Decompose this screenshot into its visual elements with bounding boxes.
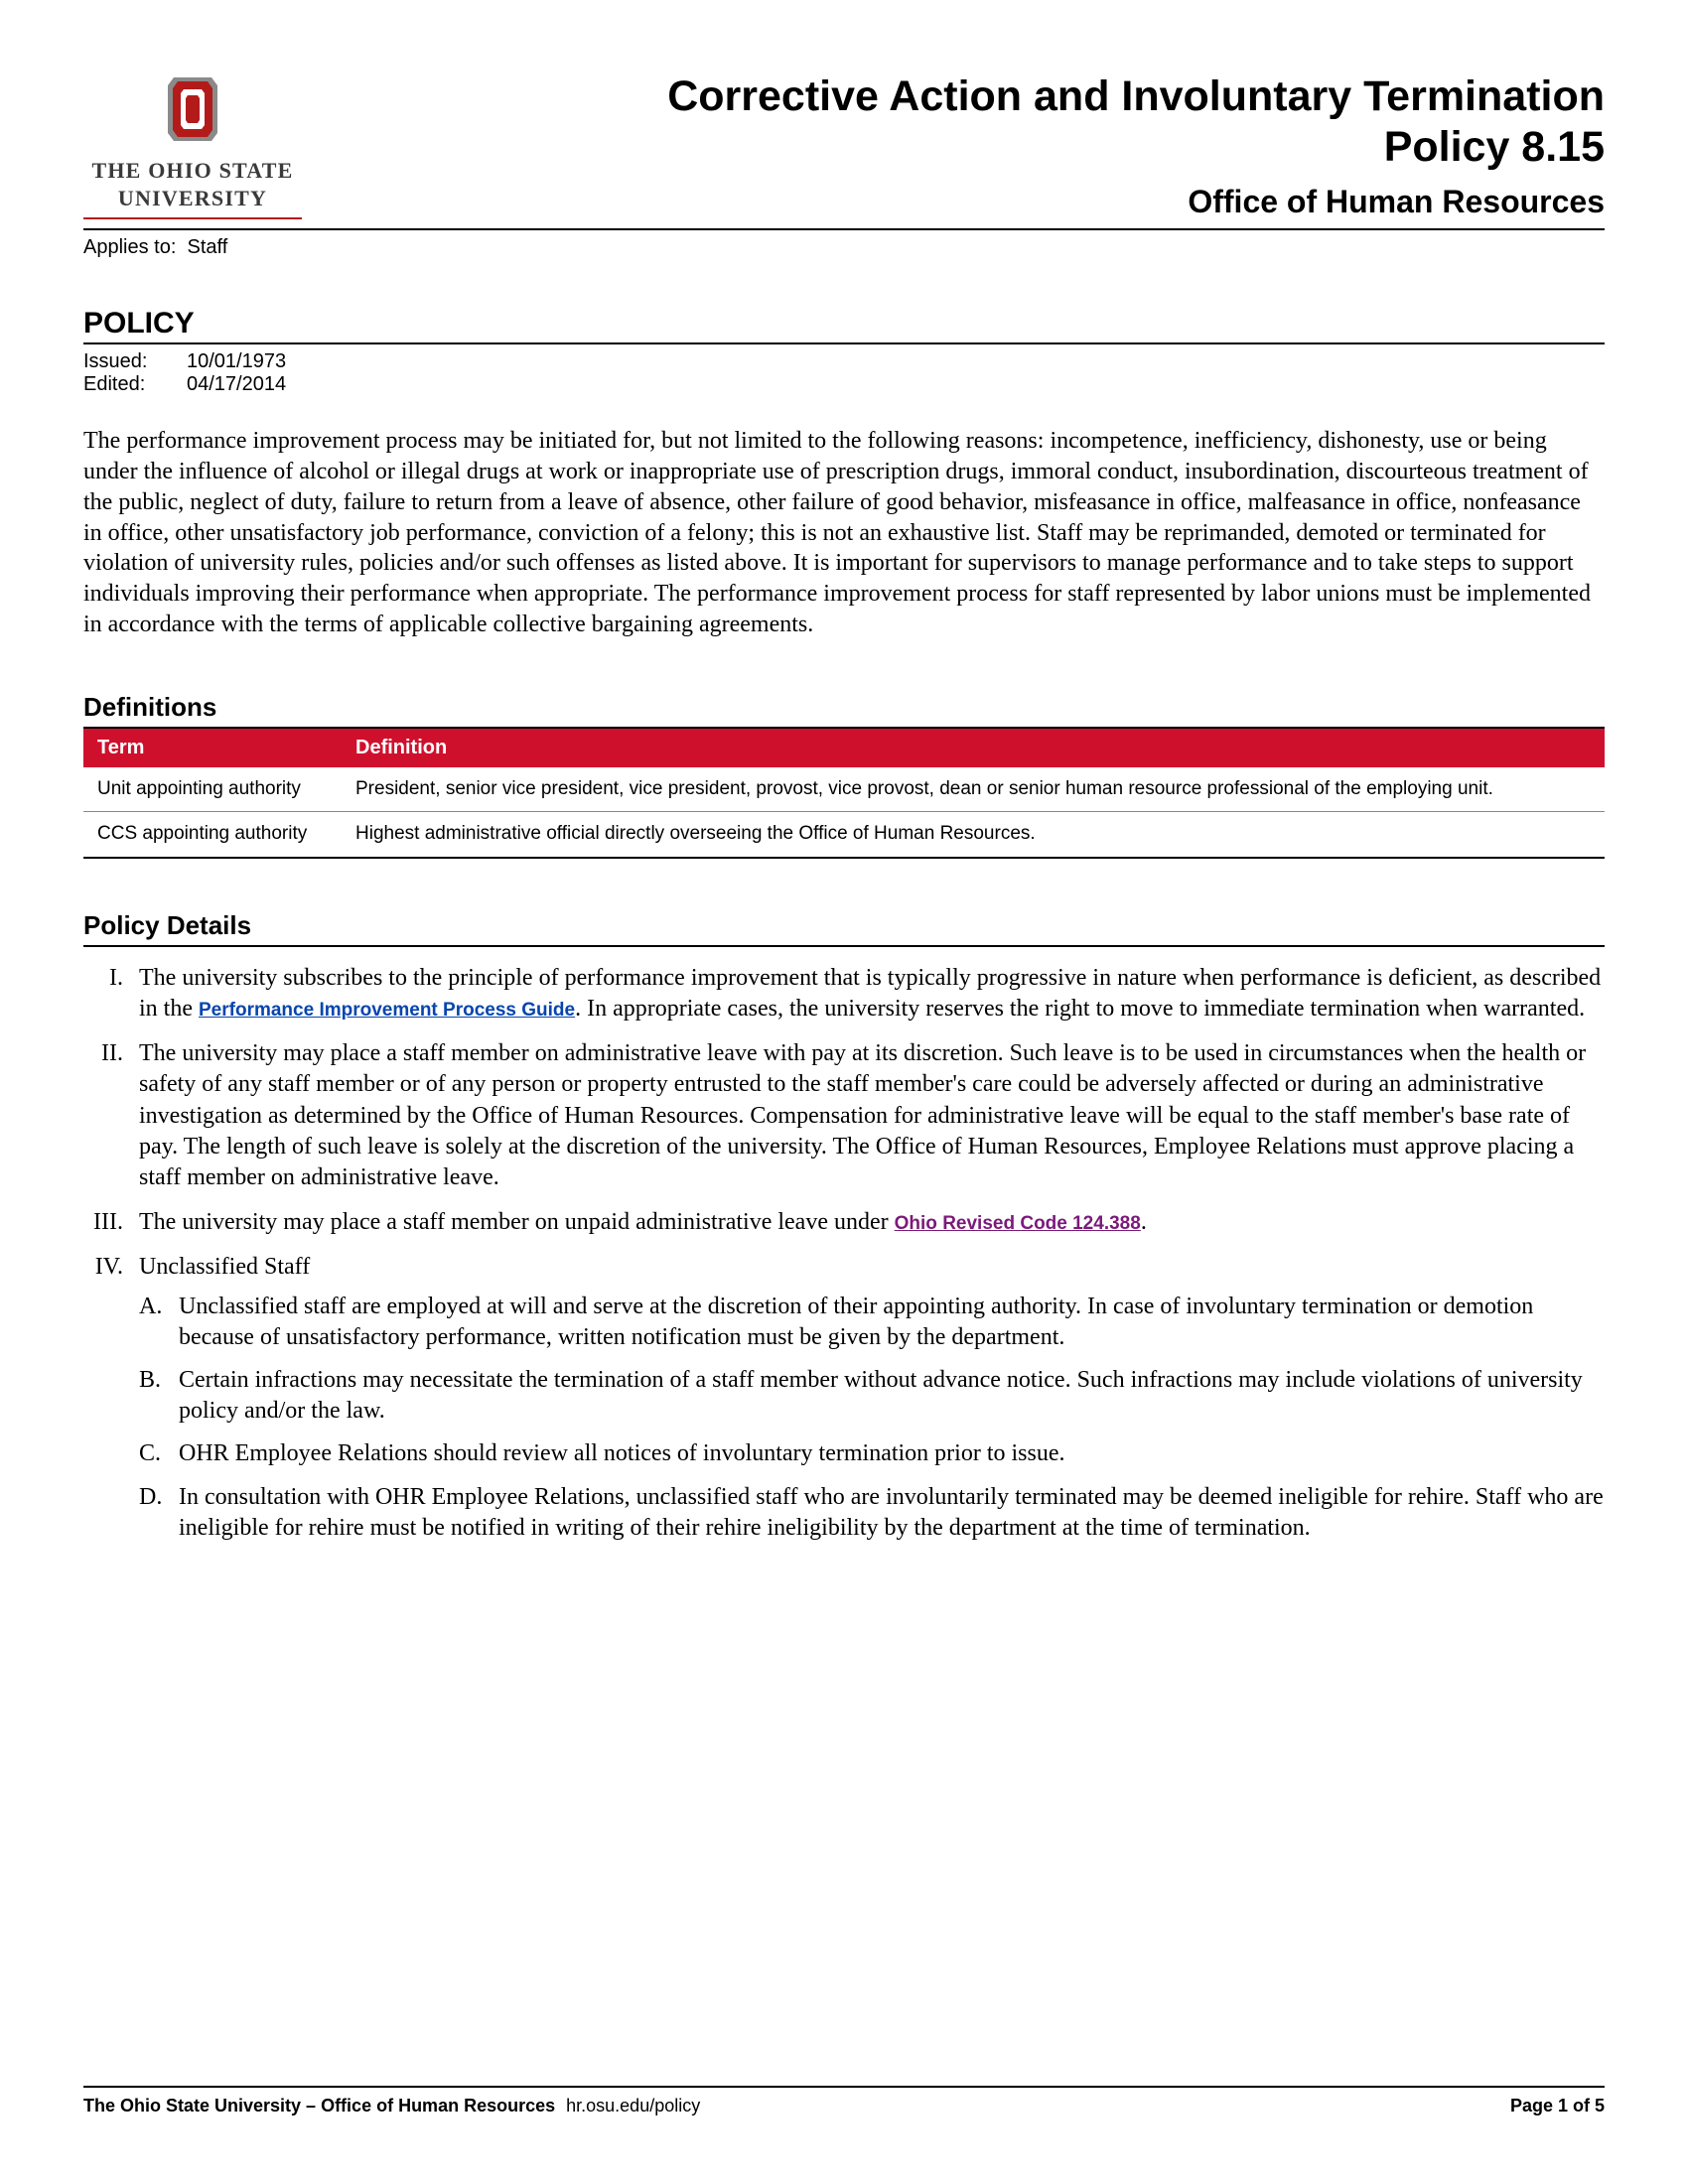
item-body: The university may place a staff member …: [139, 1038, 1605, 1193]
def-term: Unit appointing authority: [83, 767, 342, 812]
item-iv-label: Unclassified Staff: [139, 1254, 310, 1280]
table-row: Unit appointing authority President, sen…: [83, 767, 1605, 812]
sub-body: Unclassified staff are employed at will …: [179, 1292, 1605, 1353]
def-col-definition: Definition: [342, 729, 1605, 767]
sub-body: In consultation with OHR Employee Relati…: [179, 1482, 1605, 1544]
issued-label: Issued:: [83, 350, 163, 373]
item-body: The university may place a staff member …: [139, 1207, 1605, 1238]
footer-left: The Ohio State University – Office of Hu…: [83, 2096, 700, 2116]
page-footer: The Ohio State University – Office of Hu…: [83, 2086, 1605, 2116]
university-name: THE OHIO STATE UNIVERSITY: [91, 157, 293, 211]
document-title-block: Corrective Action and Involuntary Termin…: [338, 71, 1605, 220]
intro-paragraph: The performance improvement process may …: [83, 426, 1605, 639]
edited-row: Edited: 04/17/2014: [83, 373, 1605, 396]
list-item: III. The university may place a staff me…: [83, 1207, 1605, 1238]
footer-rule: [83, 2086, 1605, 2088]
sub-letter: C.: [139, 1438, 179, 1469]
policy-details-heading: Policy Details: [83, 910, 1605, 941]
def-value: Highest administrative official directly…: [342, 812, 1605, 858]
def-value: President, senior vice president, vice p…: [342, 767, 1605, 812]
document-title: Corrective Action and Involuntary Termin…: [338, 71, 1605, 172]
university-logo-block: THE OHIO STATE UNIVERSITY: [83, 71, 302, 219]
def-col-term: Term: [83, 729, 342, 767]
ohio-revised-code-link[interactable]: Ohio Revised Code 124.388: [895, 1213, 1141, 1234]
definitions-heading: Definitions: [83, 692, 1605, 723]
document-subtitle: Office of Human Resources: [338, 184, 1605, 220]
footer-row: The Ohio State University – Office of Hu…: [83, 2096, 1605, 2116]
issued-row: Issued: 10/01/1973: [83, 350, 1605, 373]
list-item: A. Unclassified staff are employed at wi…: [139, 1292, 1605, 1353]
details-heading-rule: [83, 945, 1605, 947]
policy-heading: POLICY: [83, 307, 1605, 341]
def-term: CCS appointing authority: [83, 812, 342, 858]
footer-page-number: Page 1 of 5: [1510, 2096, 1605, 2116]
sublist: A. Unclassified staff are employed at wi…: [139, 1292, 1605, 1544]
applies-label: Applies to:: [83, 236, 176, 258]
document-header: THE OHIO STATE UNIVERSITY Corrective Act…: [83, 71, 1605, 220]
footer-url: hr.osu.edu/policy: [566, 2096, 700, 2116]
header-rule: [83, 228, 1605, 230]
item-body: Unclassified Staff A. Unclassified staff…: [139, 1252, 1605, 1556]
logo-underline: [83, 217, 302, 219]
performance-guide-link[interactable]: Performance Improvement Process Guide: [199, 1000, 575, 1021]
item-body: The university subscribes to the princip…: [139, 963, 1605, 1024]
roman-numeral: I.: [83, 963, 139, 1024]
university-name-line2: UNIVERSITY: [118, 186, 267, 210]
ohio-state-o-icon: [164, 71, 221, 147]
edited-label: Edited:: [83, 373, 163, 396]
applies-value: Staff: [188, 236, 228, 258]
list-item: D. In consultation with OHR Employee Rel…: [139, 1482, 1605, 1544]
table-row: CCS appointing authority Highest adminis…: [83, 812, 1605, 858]
roman-numeral: III.: [83, 1207, 139, 1238]
list-item: II. The university may place a staff mem…: [83, 1038, 1605, 1193]
list-item: I. The university subscribes to the prin…: [83, 963, 1605, 1024]
roman-numeral: II.: [83, 1038, 139, 1193]
sub-body: Certain infractions may necessitate the …: [179, 1365, 1605, 1427]
policy-details-list: I. The university subscribes to the prin…: [83, 963, 1605, 1556]
policy-heading-rule: [83, 342, 1605, 344]
edited-value: 04/17/2014: [187, 373, 286, 396]
issued-value: 10/01/1973: [187, 350, 286, 373]
sub-letter: A.: [139, 1292, 179, 1353]
list-item: C. OHR Employee Relations should review …: [139, 1438, 1605, 1469]
list-item: IV. Unclassified Staff A. Unclassified s…: [83, 1252, 1605, 1556]
sub-letter: D.: [139, 1482, 179, 1544]
sub-letter: B.: [139, 1365, 179, 1427]
list-item: B. Certain infractions may necessitate t…: [139, 1365, 1605, 1427]
applies-to-line: Applies to: Staff: [83, 236, 1605, 259]
sub-body: OHR Employee Relations should review all…: [179, 1438, 1605, 1469]
university-name-line1: THE OHIO STATE: [91, 158, 293, 183]
definitions-table: Term Definition Unit appointing authorit…: [83, 729, 1605, 859]
roman-numeral: IV.: [83, 1252, 139, 1556]
footer-institution: The Ohio State University – Office of Hu…: [83, 2096, 555, 2116]
